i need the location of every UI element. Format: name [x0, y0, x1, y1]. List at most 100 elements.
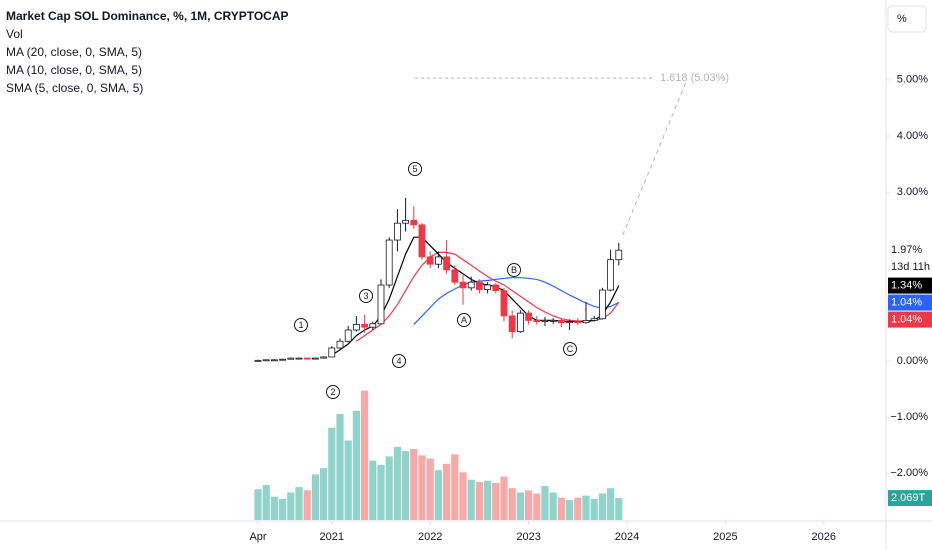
countdown-label: 13d 11h	[891, 261, 930, 273]
candle-body	[541, 320, 549, 322]
volume-bar	[557, 497, 565, 520]
volume-bar	[344, 440, 352, 520]
volume-bar	[582, 495, 590, 520]
candle-body	[279, 358, 287, 361]
volume-bar	[459, 472, 467, 520]
candle-body	[492, 284, 500, 292]
volume-bar	[279, 498, 287, 520]
volume-bar	[418, 455, 426, 520]
y-tick-label: 0.00%	[897, 355, 928, 367]
candle-body	[418, 224, 426, 258]
volume-bar	[500, 476, 508, 520]
candle-body	[336, 340, 344, 349]
wave-label: 1	[298, 320, 303, 330]
candle-body	[369, 323, 377, 328]
candle-body	[287, 357, 295, 360]
y-tick-label: 3.00%	[897, 186, 928, 198]
price-tag-label: 1.34%	[891, 279, 922, 291]
legend-entry: SMA (5, close, 0, SMA, 5)	[6, 81, 143, 95]
candle-body	[377, 284, 385, 325]
volume-bar	[336, 414, 344, 520]
candle-body	[459, 281, 467, 289]
ma-line	[331, 236, 620, 356]
volume-bar	[352, 410, 360, 520]
scale-button-label[interactable]: %	[897, 13, 907, 25]
volume-bar	[361, 390, 369, 520]
ma-line	[356, 251, 620, 342]
volume-bar	[262, 485, 270, 520]
volume-bar	[443, 463, 451, 520]
candle-body	[500, 290, 508, 317]
volume-bar	[270, 496, 278, 520]
volume-bar	[475, 481, 483, 520]
candle-body	[590, 318, 598, 321]
chart-title: Market Cap SOL Dominance, %, 1M, CRYPTOC…	[6, 9, 289, 23]
candle-body	[443, 256, 451, 271]
candle-body	[558, 320, 565, 324]
candle-body	[434, 256, 442, 265]
wave-marker	[408, 162, 422, 176]
volume-bar	[402, 451, 410, 520]
projection-line	[622, 81, 687, 236]
candle-body	[508, 315, 516, 333]
volume-tag	[888, 490, 932, 507]
wave-label: A	[461, 315, 467, 325]
x-tick-label: 2021	[320, 531, 344, 543]
scale-button[interactable]	[887, 5, 927, 33]
volume-bar	[549, 492, 557, 520]
volume-bar	[426, 458, 434, 520]
volume-bar	[508, 488, 516, 520]
last-price-label: 1.97%	[891, 244, 922, 256]
price-tag	[888, 294, 932, 311]
volume-bar	[254, 489, 262, 520]
volume-bar	[566, 499, 574, 520]
candle-body	[262, 359, 270, 362]
price-tag-label: 1.04%	[891, 296, 922, 308]
wave-marker	[294, 318, 308, 332]
legend-entry: MA (10, close, 0, SMA, 5)	[6, 63, 142, 77]
volume-bar	[492, 482, 500, 520]
wave-label: 4	[396, 356, 401, 366]
x-tick-label: 2022	[418, 531, 442, 543]
y-tick-label: −2.00%	[890, 467, 928, 479]
volume-bar	[525, 490, 533, 520]
candle-body	[303, 357, 311, 360]
volume-bar	[598, 493, 606, 520]
volume-bar	[484, 480, 492, 520]
candle-body	[517, 312, 524, 333]
y-tick-label: −1.00%	[890, 411, 928, 423]
price-tag	[888, 277, 932, 294]
volume-tag-label: 2.069T	[891, 492, 926, 504]
candle-body	[426, 256, 434, 265]
candle-body	[320, 356, 328, 359]
candle-body	[484, 284, 492, 290]
x-tick-label: 2023	[516, 531, 540, 543]
volume-bar	[451, 454, 459, 520]
volume-bar	[574, 497, 582, 520]
candle-body	[607, 259, 614, 291]
wave-label: 5	[412, 164, 417, 174]
candle-body	[295, 357, 303, 360]
volume-bar	[410, 448, 418, 520]
volume-bar	[385, 456, 393, 520]
candle-body	[352, 323, 360, 331]
wave-marker	[392, 354, 406, 368]
volume-bar	[328, 427, 336, 520]
y-tick-label: 5.00%	[897, 74, 928, 86]
volume-bar	[311, 474, 319, 520]
volume-bar	[303, 490, 311, 520]
candle-body	[311, 357, 319, 360]
volume-bar	[369, 460, 377, 520]
wave-marker	[326, 385, 340, 399]
x-tick-label: 2026	[812, 531, 836, 543]
volume-bar	[287, 492, 295, 520]
candle-body	[385, 239, 393, 286]
wave-label: 3	[363, 291, 368, 301]
candle-body	[582, 320, 590, 324]
volume-bar	[377, 464, 385, 520]
wave-marker	[563, 342, 577, 356]
price-tag-label: 1.04%	[891, 313, 922, 325]
volume-bar	[393, 446, 401, 520]
legend-entry: MA (20, close, 0, SMA, 5)	[6, 45, 142, 59]
